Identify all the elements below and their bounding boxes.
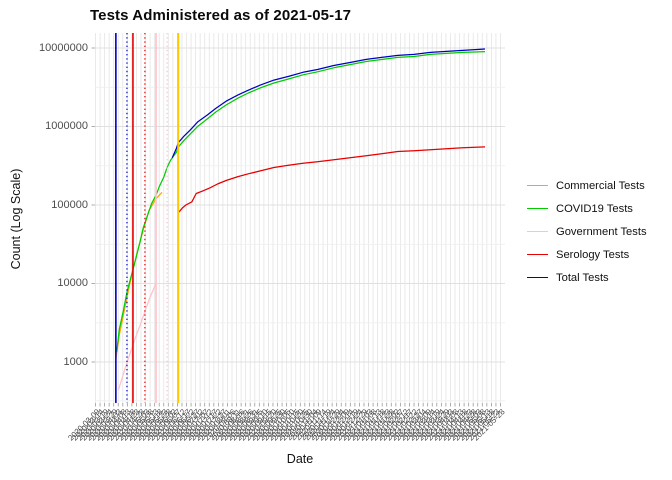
legend-line-swatch — [527, 231, 548, 232]
series-line-government-tests — [117, 283, 157, 391]
y-tick-label: 10000 — [57, 277, 88, 289]
legend-item-label: COVID19 Tests — [556, 202, 633, 215]
legend-line-swatch — [527, 254, 548, 255]
legend-line-swatch — [527, 277, 548, 278]
legend-item-label: Government Tests — [556, 225, 647, 238]
series-line-serology-tests — [177, 146, 486, 214]
legend-item-label: Serology Tests — [556, 248, 630, 261]
legend-item-label: Commercial Tests — [556, 179, 645, 192]
legend-item: Commercial Tests — [527, 174, 647, 197]
chart-title: Tests Administered as of 2021-05-17 — [90, 7, 352, 24]
y-tick-label: 1000000 — [45, 120, 88, 132]
legend-item-label: Total Tests — [556, 271, 609, 284]
legend-item: Government Tests — [527, 220, 647, 243]
legend-item: Total Tests — [527, 266, 647, 289]
series-line-covid19-tests — [116, 50, 486, 352]
legend-item: Serology Tests — [527, 243, 647, 266]
legend-line-swatch — [527, 185, 548, 186]
x-axis-title: Date — [286, 452, 314, 466]
legend: Commercial Tests COVID19 Tests Government … — [527, 174, 647, 289]
y-tick-label: 1000 — [63, 355, 88, 368]
legend-line-swatch — [527, 208, 548, 209]
y-tick-label: 100000 — [51, 198, 88, 211]
series-line-total-tests — [171, 48, 486, 158]
y-tick-label: 10000000 — [39, 41, 88, 54]
y-axis-title: Count (Log Scale) — [9, 168, 23, 270]
legend-item: COVID19 Tests — [527, 197, 647, 220]
